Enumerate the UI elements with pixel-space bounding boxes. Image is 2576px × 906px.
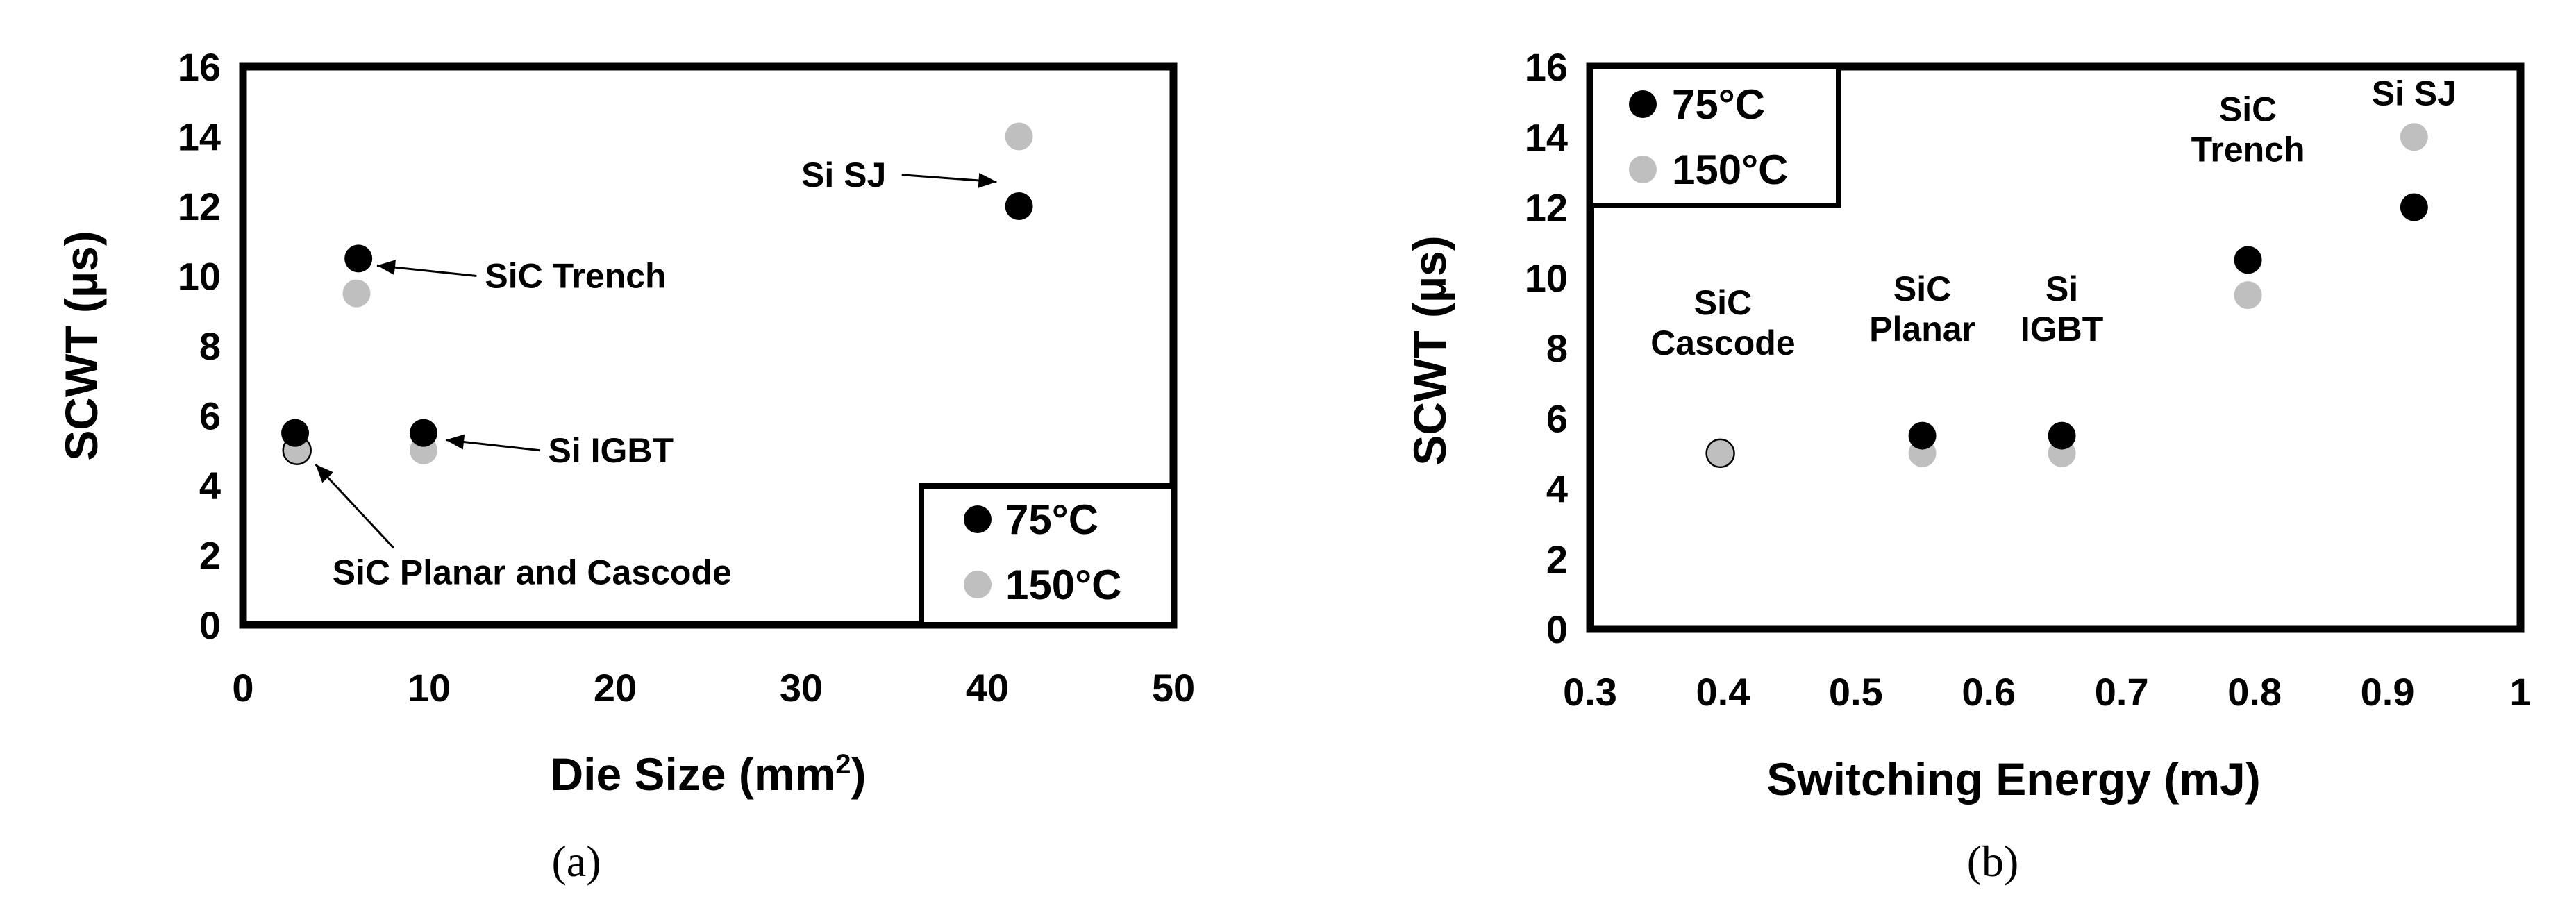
x-tick-label-b: 0.9 — [2361, 670, 2415, 714]
x-tick-label-a: 0 — [232, 666, 253, 710]
annotation-arrow-head — [315, 464, 334, 483]
x-tick-label-a: 10 — [408, 666, 451, 710]
legend-b: 75°C 150°C — [1587, 64, 1841, 208]
data-point-150c — [1706, 439, 1734, 467]
y-tick-label-a: 12 — [178, 185, 221, 228]
point-annotation: SiC — [1893, 269, 1951, 308]
data-point-75c — [2400, 193, 2428, 221]
y-tick-label-b: 6 — [1546, 396, 1568, 440]
point-annotation: SiC — [2219, 90, 2277, 129]
legend-a-box — [919, 483, 1176, 628]
x-tick-label-b: 0.3 — [1563, 670, 1617, 714]
y-axis-label-b: SCWT (µs) — [1404, 235, 1455, 465]
point-annotation: SiC Planar and Cascode — [333, 553, 732, 592]
x-tick-label-b: 1 — [2509, 670, 2531, 714]
point-annotation: Cascode — [1650, 324, 1795, 362]
x-tick-label-a: 20 — [594, 666, 637, 710]
point-annotation: SiC Trench — [485, 257, 666, 296]
y-tick-label-b: 4 — [1546, 467, 1568, 511]
y-tick-label-a: 4 — [199, 464, 221, 507]
panel-label-b: (b) — [1967, 837, 2019, 886]
y-tick-label-a: 2 — [199, 534, 221, 578]
point-annotation: Si SJ — [2372, 74, 2457, 113]
legend-b-label-75: 75°C — [1672, 81, 1765, 128]
x-axis-label-a-main: Die Size (mm — [550, 748, 835, 800]
y-tick-label-a: 8 — [199, 324, 221, 368]
x-axis-label-a-sup: 2 — [835, 749, 851, 780]
point-annotation: IGBT — [2021, 310, 2103, 349]
annotation-arrow-head — [446, 434, 465, 450]
point-annotation: Si IGBT — [549, 431, 674, 470]
point-annotation: Si SJ — [801, 156, 886, 194]
legend-b-marker-75 — [1629, 90, 1657, 118]
x-tick-label-b: 0.7 — [2095, 670, 2149, 714]
data-point-75c — [1908, 421, 1937, 450]
y-tick-label-b: 10 — [1525, 256, 1568, 300]
annotation-arrow-line — [315, 463, 395, 549]
panel-label-a: (a) — [551, 837, 601, 886]
plot-area-a — [239, 62, 1178, 629]
point-annotation: SiC — [1694, 283, 1752, 322]
y-tick-label-a: 6 — [199, 394, 221, 438]
x-tick-label-b: 0.4 — [1696, 670, 1750, 714]
x-axis-label-b: Switching Energy (mJ) — [1766, 753, 2260, 805]
y-tick-label-b: 8 — [1546, 326, 1568, 370]
x-axis-label-a: Die Size (mm2) — [550, 748, 866, 800]
legend-a-label-75: 75°C — [1005, 496, 1098, 543]
y-tick-label-a: 0 — [199, 603, 221, 647]
legend-b-label-150: 150°C — [1672, 146, 1788, 193]
data-point-outline — [282, 435, 312, 465]
legend-a-label-150: 150°C — [1005, 562, 1121, 608]
plot-area-b — [1586, 62, 2525, 633]
data-point-75c — [2048, 421, 2076, 450]
x-tick-label-b: 0.5 — [1829, 670, 1883, 714]
y-tick-label-a: 14 — [178, 115, 221, 159]
y-axis-label-a: SCWT (µs) — [56, 230, 107, 460]
legend-a: 75°C 150°C — [919, 483, 1176, 628]
point-annotation: Si — [2046, 269, 2078, 308]
x-tick-label-b: 0.6 — [1962, 670, 2016, 714]
y-tick-label-a: 16 — [178, 45, 221, 89]
data-point-outline — [1705, 438, 1735, 469]
panel-a: 0 2 4 6 8 10 12 14 16 0 10 20 30 40 50 SCWT (µs) Die … — [56, 45, 1195, 886]
x-tick-label-a: 40 — [966, 666, 1009, 710]
data-point-150c — [1005, 122, 1033, 151]
legend-b-marker-150 — [1629, 156, 1657, 183]
annotation-arrow-head — [376, 260, 396, 276]
legend-b-box — [1587, 64, 1841, 208]
data-point-75c — [409, 419, 437, 447]
data-point-75c — [1005, 192, 1033, 220]
y-tick-label-a: 10 — [178, 255, 221, 299]
point-annotation: Trench — [2191, 131, 2305, 169]
point-annotation: Planar — [1869, 310, 1975, 349]
panel-b: 0 2 4 6 8 10 12 14 16 0.3 0.4 0.5 0.6 0.7 0.8 0.9 1 SCW… — [1404, 45, 2532, 886]
annotation-arrow-head — [978, 172, 997, 188]
y-tick-label-b: 0 — [1546, 607, 1568, 651]
data-point-150c — [2400, 123, 2428, 151]
x-axis-label-a-tail: ) — [851, 748, 867, 800]
y-tick-label-b: 16 — [1525, 45, 1568, 89]
y-tick-label-b: 12 — [1525, 186, 1568, 230]
y-tick-label-b: 14 — [1525, 115, 1568, 159]
data-point-75c — [2234, 246, 2262, 274]
data-point-75c — [344, 244, 373, 273]
data-point-150c — [2234, 281, 2262, 310]
legend-a-marker-75 — [964, 505, 992, 533]
y-tick-label-b: 2 — [1546, 537, 1568, 581]
x-tick-label-a: 30 — [780, 666, 823, 710]
data-point-150c — [342, 279, 371, 308]
x-tick-label-b: 0.8 — [2227, 670, 2282, 714]
x-tick-label-a: 50 — [1152, 666, 1195, 710]
legend-a-marker-150 — [964, 571, 992, 598]
